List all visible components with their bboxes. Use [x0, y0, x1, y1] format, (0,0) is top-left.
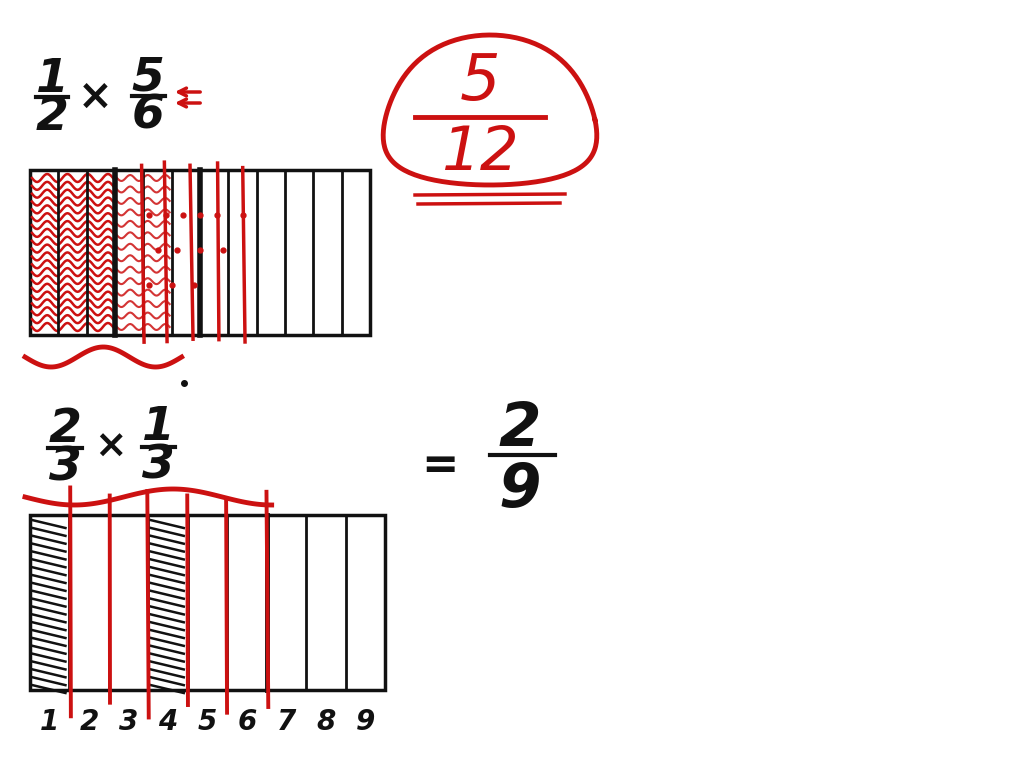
Bar: [30, 515, 385, 690]
Text: 4: 4: [159, 708, 178, 736]
Bar: [30, 170, 370, 335]
Text: 8: 8: [316, 708, 336, 736]
Text: 3: 3: [48, 445, 82, 491]
Text: 2: 2: [36, 94, 69, 140]
Text: 1: 1: [141, 406, 174, 451]
Text: =: =: [421, 443, 459, 486]
Text: 3: 3: [141, 443, 174, 488]
Text: 5: 5: [131, 55, 165, 101]
Text: ×: ×: [93, 428, 126, 466]
Text: 2: 2: [80, 708, 98, 736]
Text: 2: 2: [499, 400, 542, 459]
Text: 9: 9: [499, 461, 542, 519]
Text: 5: 5: [198, 708, 217, 736]
Text: 6: 6: [238, 708, 257, 736]
Text: 6: 6: [131, 94, 165, 138]
Text: 2: 2: [48, 408, 82, 452]
Text: 1: 1: [40, 708, 59, 736]
Text: 9: 9: [355, 708, 375, 736]
Bar: [30, 170, 370, 335]
Text: 1: 1: [36, 58, 69, 102]
Bar: [30, 515, 385, 690]
Text: 12: 12: [441, 124, 519, 183]
Text: 7: 7: [276, 708, 296, 736]
Text: 3: 3: [119, 708, 138, 736]
Text: ×: ×: [78, 76, 113, 118]
Text: 5: 5: [460, 51, 501, 113]
